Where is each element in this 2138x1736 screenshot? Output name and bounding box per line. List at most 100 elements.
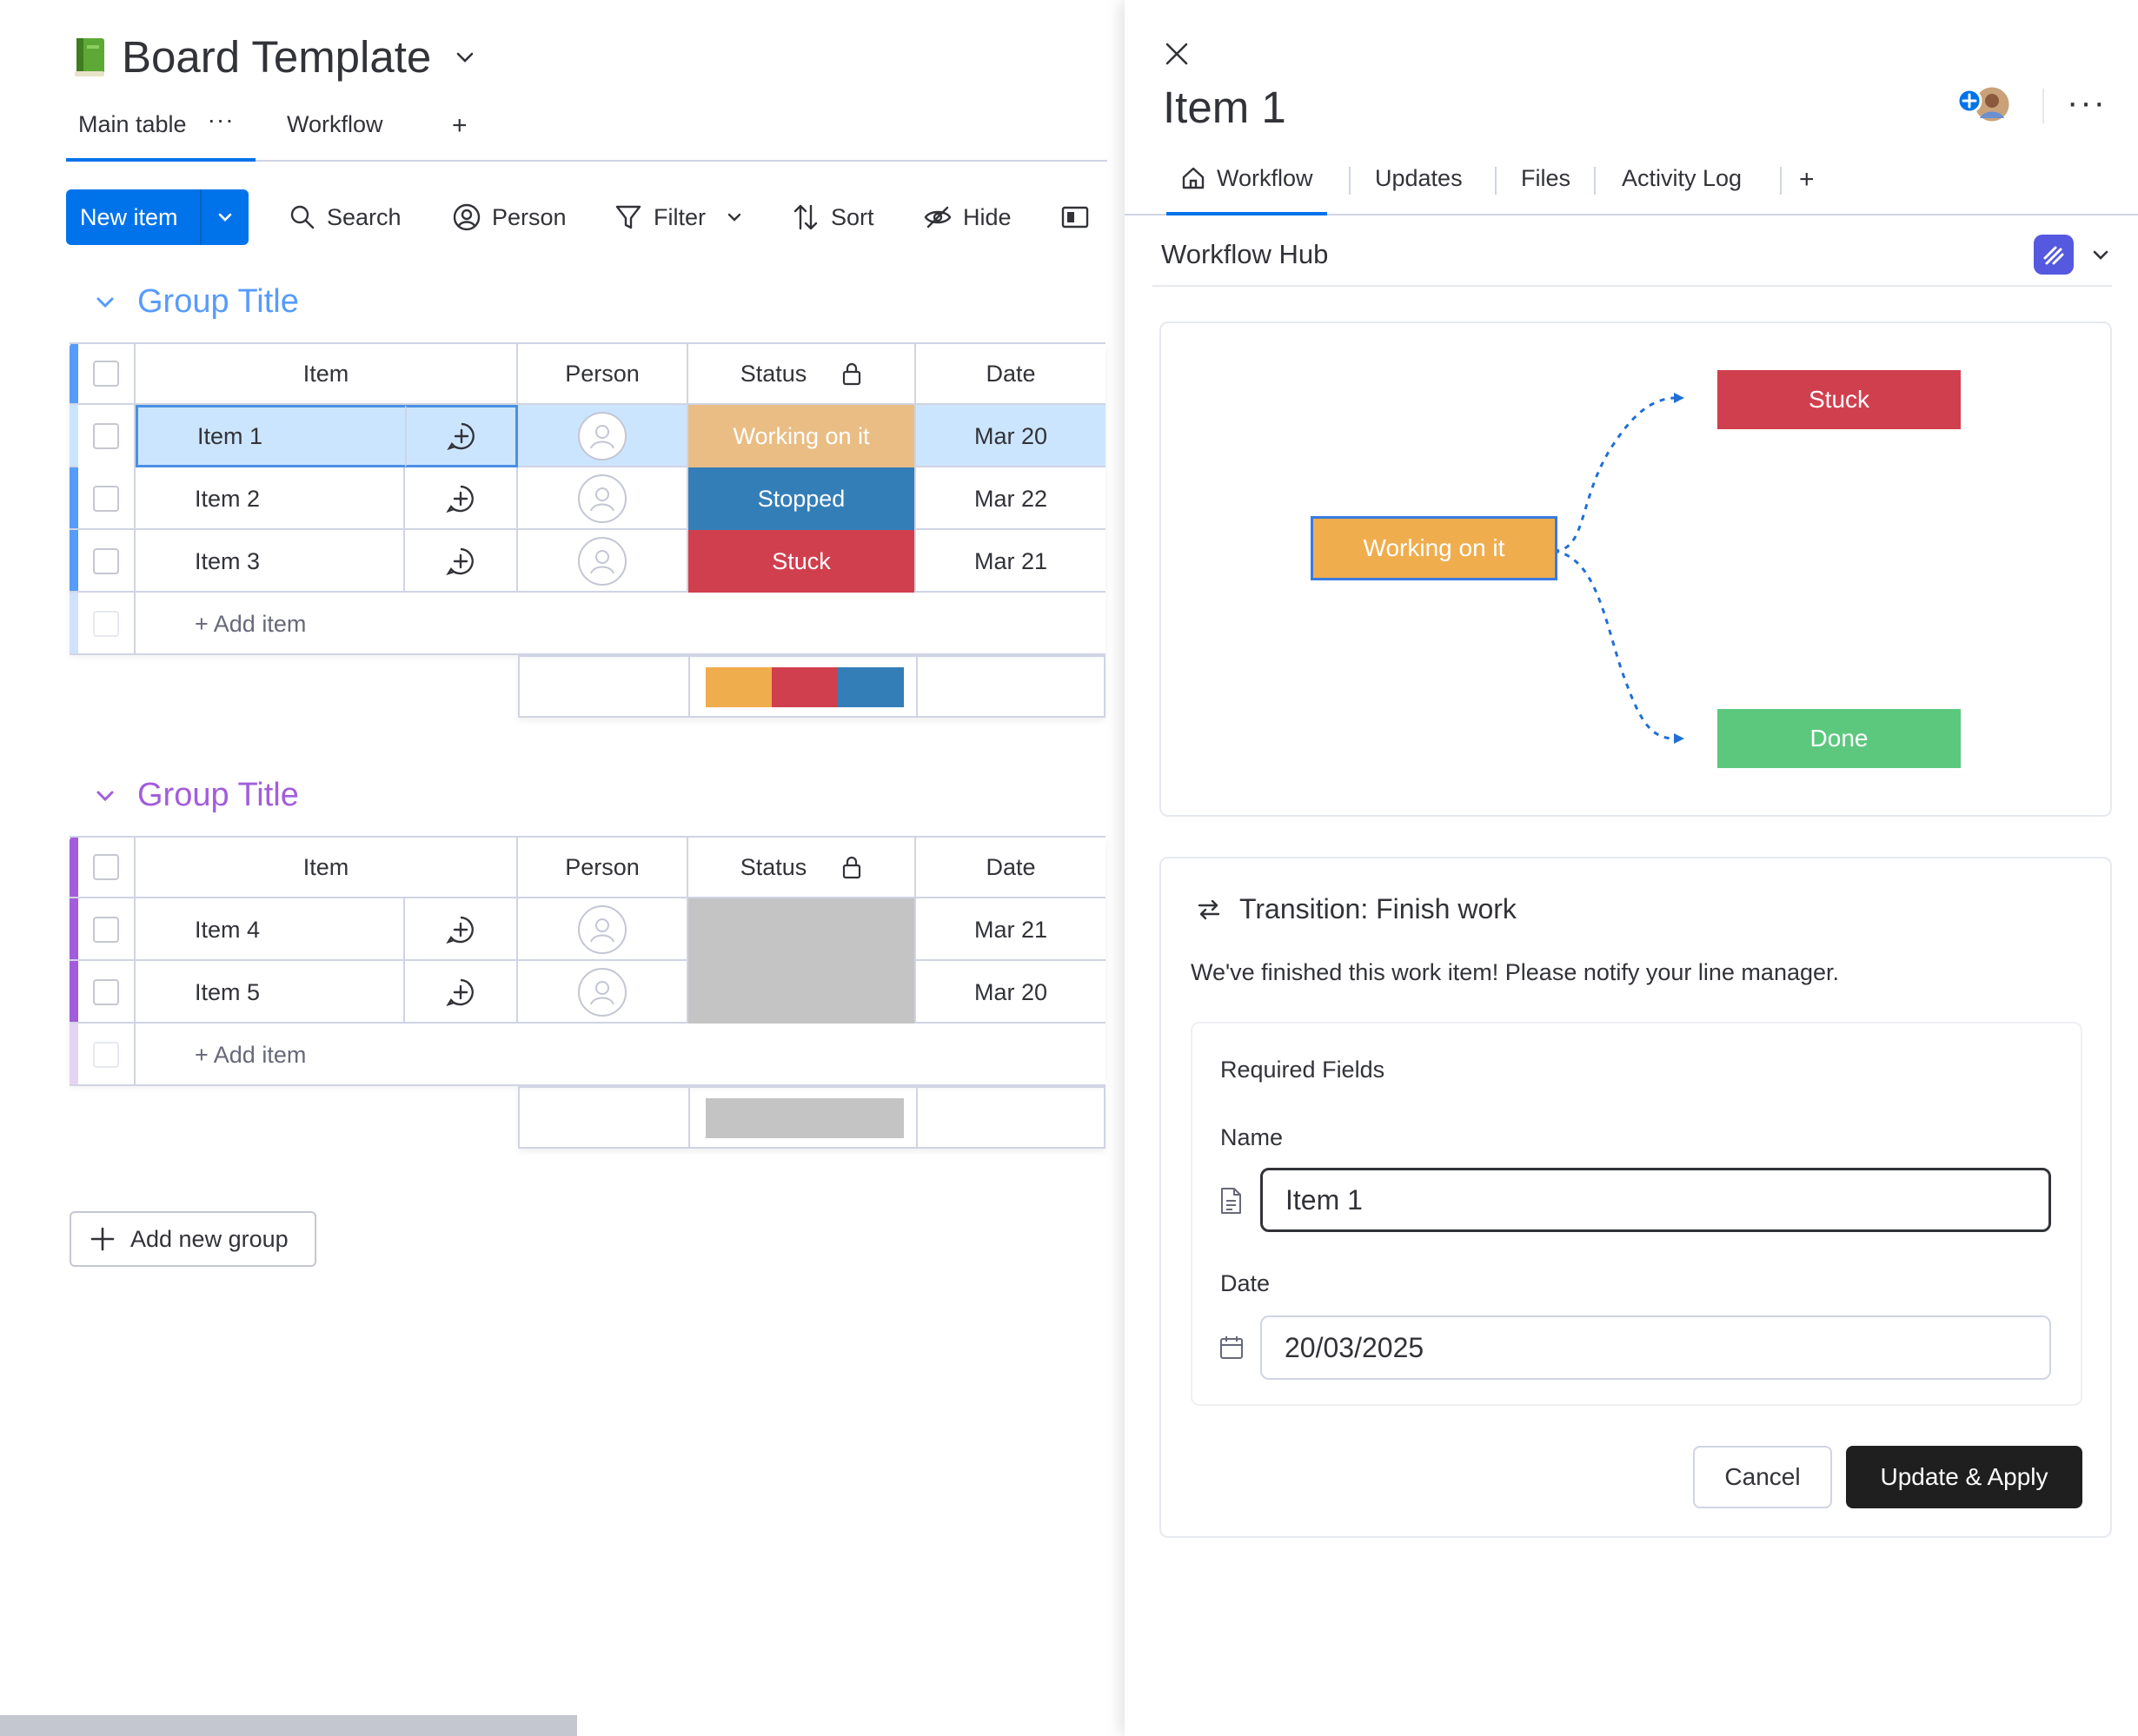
group-header[interactable]: Group Title <box>92 283 299 321</box>
layout-button[interactable] <box>1060 196 1090 238</box>
select-all[interactable] <box>78 836 136 898</box>
add-update-button[interactable] <box>405 467 518 530</box>
row-select[interactable] <box>78 467 136 530</box>
column-header-status[interactable]: Status <box>688 342 916 405</box>
status-cell[interactable]: Stopped <box>688 467 916 530</box>
status-cell[interactable] <box>688 898 916 961</box>
tab-workflow[interactable]: Workflow <box>287 111 383 162</box>
date-field[interactable]: 20/03/2025 <box>1260 1315 2051 1380</box>
workflow-node-done[interactable]: Done <box>1717 709 1961 768</box>
workflow-app-icon[interactable] <box>2034 235 2074 275</box>
status-summary-bar[interactable] <box>706 1098 904 1138</box>
add-update-button[interactable] <box>405 405 518 467</box>
hide-button[interactable]: Hide <box>923 196 1012 238</box>
chevron-down-icon[interactable] <box>92 289 118 315</box>
row-select[interactable] <box>78 530 136 593</box>
person-filter-button[interactable]: Person <box>452 196 567 238</box>
checkbox[interactable] <box>93 917 119 943</box>
chevron-down-icon[interactable] <box>92 783 118 809</box>
subscribers[interactable] <box>1955 83 2018 125</box>
name-field[interactable]: Item 1 <box>1260 1168 2051 1232</box>
board-title[interactable]: Board Template <box>122 32 432 82</box>
tab-main-table[interactable]: Main table ··· <box>66 106 256 162</box>
checkbox[interactable] <box>93 979 119 1005</box>
more-options-icon[interactable]: ··· <box>2067 83 2107 122</box>
date-cell[interactable]: Mar 22 <box>973 485 1048 512</box>
row-select[interactable] <box>78 405 136 467</box>
date-cell[interactable]: Mar 20 <box>973 978 1048 1005</box>
column-header-item[interactable]: Item <box>136 836 518 898</box>
close-icon[interactable] <box>1163 40 1191 68</box>
person-cell[interactable] <box>518 961 688 1024</box>
row-select[interactable] <box>78 961 136 1024</box>
group-header[interactable]: Group Title <box>92 777 299 814</box>
filter-button[interactable]: Filter <box>614 196 744 238</box>
item-name[interactable]: Item 4 <box>136 898 405 961</box>
add-new-group-button[interactable]: Add new group <box>70 1211 316 1267</box>
table-row[interactable]: Item 2 Stopped Mar 22 <box>70 467 1106 530</box>
status-cell[interactable] <box>688 961 916 1024</box>
search-button[interactable]: Search <box>289 196 402 238</box>
workflow-hub-bar[interactable]: Workflow Hub <box>1152 224 2112 287</box>
column-header-person[interactable]: Person <box>518 342 688 405</box>
column-header-date[interactable]: Date <box>986 853 1036 880</box>
workflow-node-stuck[interactable]: Stuck <box>1717 370 1961 429</box>
update-apply-button[interactable]: Update & Apply <box>1846 1446 2082 1508</box>
person-cell[interactable] <box>518 405 688 467</box>
add-item-row[interactable]: + Add item <box>70 593 1106 655</box>
add-update-button[interactable] <box>405 530 518 593</box>
table-row[interactable]: Item 5 Mar 20 <box>70 961 1106 1024</box>
row-select[interactable] <box>78 898 136 961</box>
checkbox[interactable] <box>93 361 119 387</box>
item-name[interactable]: Item 2 <box>136 467 405 530</box>
tab-updates[interactable]: Updates <box>1375 165 1463 191</box>
person-cell[interactable] <box>518 530 688 593</box>
add-item-input[interactable]: + Add item <box>195 1041 307 1068</box>
item-name[interactable]: Item 3 <box>136 530 405 593</box>
chevron-down-icon[interactable] <box>202 207 249 228</box>
tab-files[interactable]: Files <box>1521 165 1571 191</box>
checkbox[interactable] <box>93 486 119 512</box>
chevron-down-icon[interactable] <box>725 208 744 227</box>
tab-workflow[interactable]: Workflow <box>1166 165 1327 215</box>
select-all[interactable] <box>78 342 136 405</box>
new-item-button[interactable]: New item <box>66 189 249 245</box>
add-view-button[interactable]: + <box>452 111 468 140</box>
column-header-date[interactable]: Date <box>986 360 1036 387</box>
column-header-item[interactable]: Item <box>136 342 518 405</box>
column-header-person[interactable]: Person <box>518 836 688 898</box>
table-row[interactable]: Item 1 Working on it Mar 20 <box>70 405 1106 467</box>
item-title[interactable]: Item 1 <box>1163 83 1286 132</box>
add-update-button[interactable] <box>405 898 518 961</box>
date-cell[interactable]: Mar 20 <box>973 422 1048 449</box>
date-cell[interactable]: Mar 21 <box>973 916 1048 943</box>
group-title[interactable]: Group Title <box>137 283 299 320</box>
person-cell[interactable] <box>518 898 688 961</box>
add-tab-button[interactable]: + <box>1799 165 1815 194</box>
person-cell[interactable] <box>518 467 688 530</box>
sort-button[interactable]: Sort <box>791 196 874 238</box>
more-icon[interactable]: ··· <box>207 106 235 133</box>
horizontal-scrollbar[interactable] <box>0 1715 577 1736</box>
date-cell[interactable]: Mar 21 <box>973 547 1048 574</box>
table-row[interactable]: Item 3 Stuck Mar 21 <box>70 530 1106 593</box>
group-title[interactable]: Group Title <box>137 777 299 813</box>
tab-activity-log[interactable]: Activity Log <box>1622 165 1743 191</box>
workflow-node-current[interactable]: Working on it <box>1311 516 1557 580</box>
add-item-row[interactable]: + Add item <box>70 1024 1106 1086</box>
chevron-down-icon[interactable] <box>450 43 480 72</box>
chevron-down-icon[interactable] <box>2089 243 2112 266</box>
status-cell[interactable]: Working on it <box>688 405 916 467</box>
table-row[interactable]: Item 4 Mar 21 <box>70 898 1106 961</box>
item-name[interactable]: Item 1 <box>136 405 475 467</box>
checkbox[interactable] <box>93 854 119 880</box>
add-item-input[interactable]: + Add item <box>195 610 307 637</box>
checkbox[interactable] <box>93 548 119 574</box>
column-header-status[interactable]: Status <box>688 836 916 898</box>
item-name[interactable]: Item 5 <box>136 961 405 1024</box>
cancel-button[interactable]: Cancel <box>1693 1446 1832 1508</box>
add-update-button[interactable] <box>405 961 518 1024</box>
status-cell[interactable]: Stuck <box>688 530 916 593</box>
status-summary-bar[interactable] <box>706 667 904 707</box>
checkbox[interactable] <box>93 423 119 449</box>
